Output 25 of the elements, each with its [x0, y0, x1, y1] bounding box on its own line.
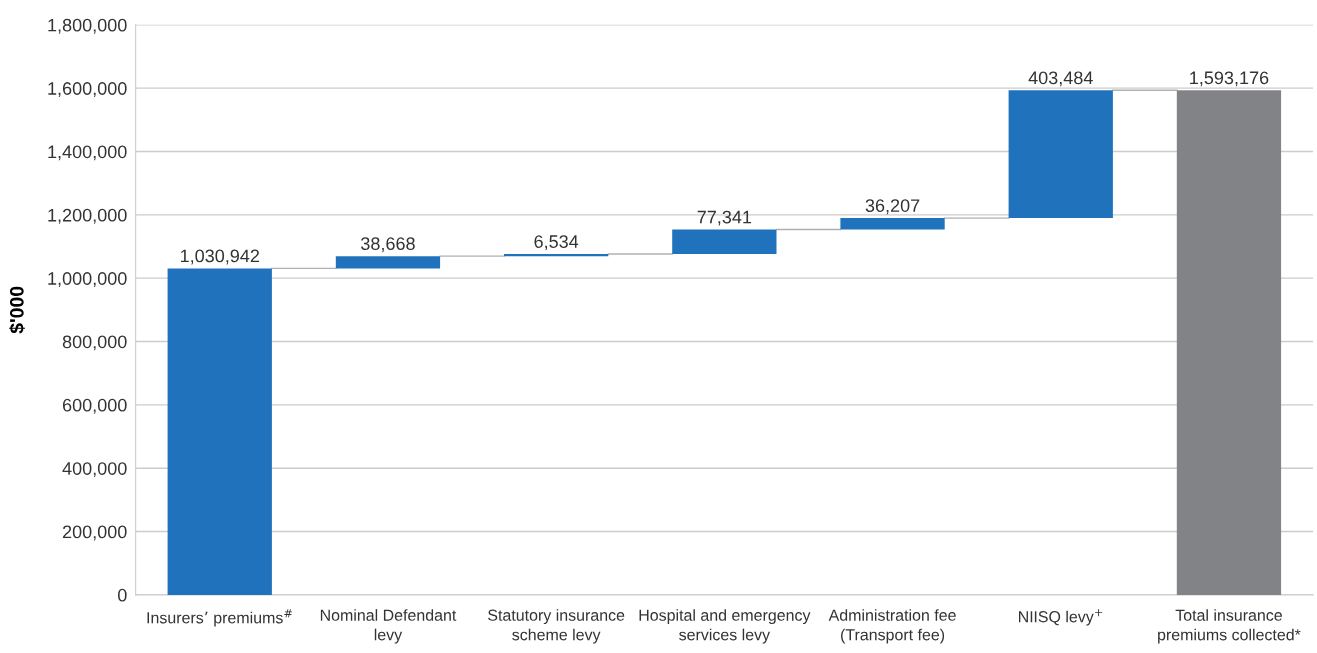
y-tick-label: 1,400,000 [48, 145, 127, 161]
x-tick-label: Nominal Defendant levy [320, 609, 457, 644]
data-label: 38,668 [361, 237, 415, 253]
y-tick-label: 1,000,000 [48, 272, 127, 288]
x-tick-label: Hospital and emergency services levy [639, 609, 811, 644]
data-label: 1,593,176 [1190, 71, 1269, 87]
y-tick-label: 1,800,000 [48, 18, 127, 34]
y-tick-label: 400,000 [62, 462, 127, 478]
x-tick-label: Statutory insurance scheme levy [488, 609, 625, 644]
y-tick-label: 600,000 [62, 398, 127, 414]
x-tick-label: Insurers’ premiums$^{#}$ [147, 609, 293, 627]
y-tick-label: 1,200,000 [48, 208, 127, 224]
x-tick-label: Total insurance premiums collected* [1158, 609, 1301, 644]
y-tick-label: 200,000 [62, 525, 127, 541]
data-label: 403,484 [1028, 71, 1093, 87]
x-tick-label: Administration fee (Transport fee) [828, 609, 956, 644]
y-tick-label: 1,600,000 [48, 82, 127, 98]
data-label: 77,341 [697, 210, 752, 226]
data-label: 1,030,942 [180, 249, 260, 265]
y-tick-label: 0 [117, 588, 127, 602]
y-tick-label: 800,000 [62, 335, 127, 351]
y-axis-title: $'000 [9, 286, 25, 334]
x-tick-label: NIISQ levy$^{+}$ [1019, 609, 1103, 626]
data-label: 6,534 [534, 235, 579, 251]
data-label: 36,207 [865, 199, 920, 215]
